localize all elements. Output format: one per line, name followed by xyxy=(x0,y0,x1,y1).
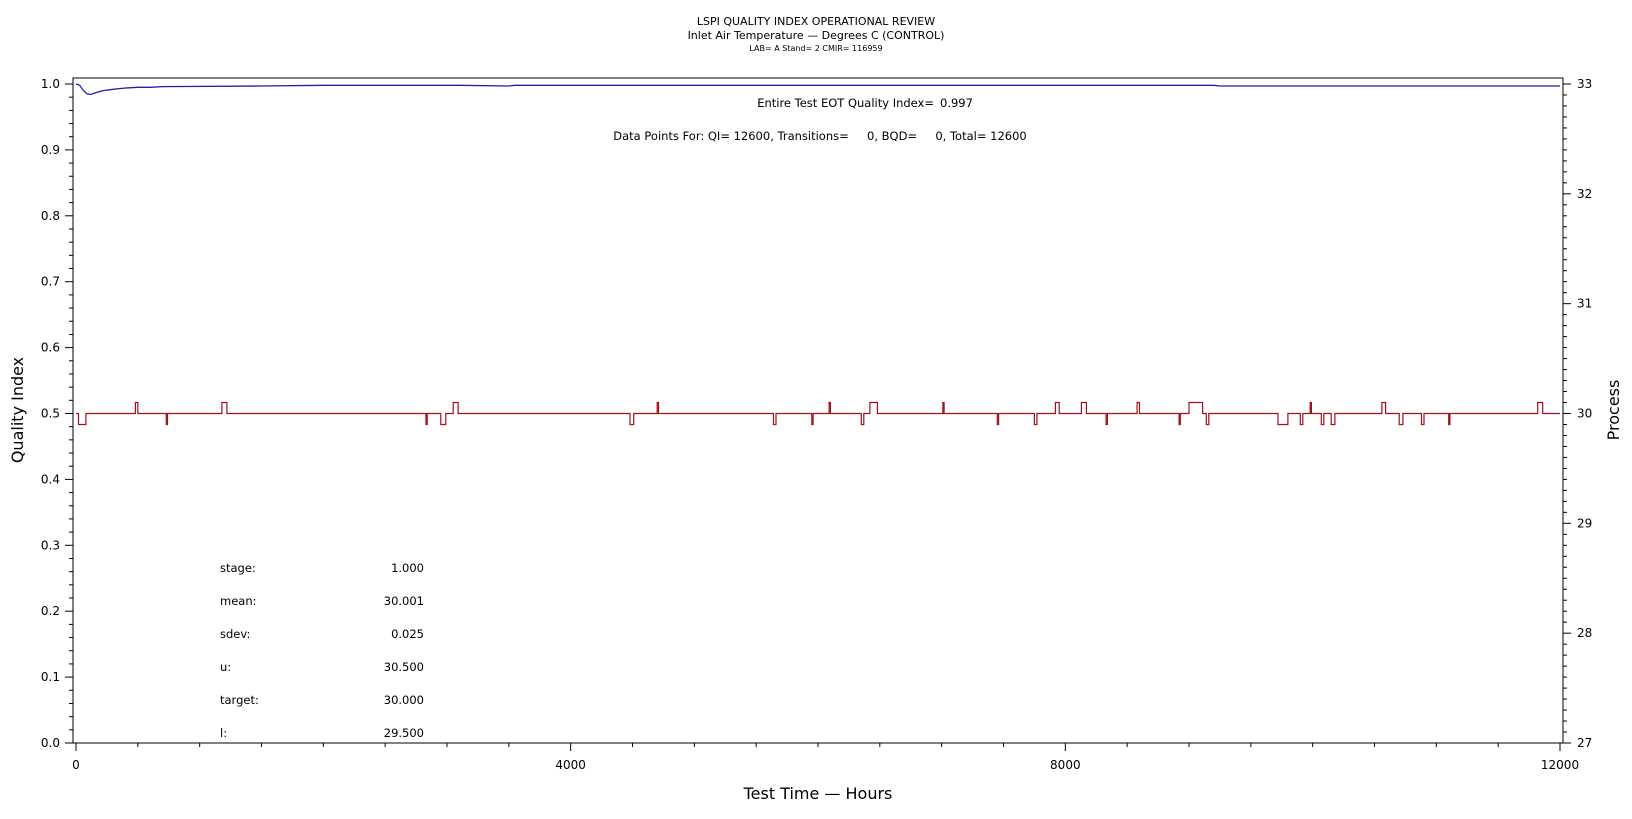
stat-label: stage: xyxy=(220,561,256,575)
stat-label: sdev: xyxy=(220,627,250,641)
y-tick-label: 0.1 xyxy=(41,670,60,684)
y2-tick-label: 30 xyxy=(1577,407,1592,421)
stat-label: mean: xyxy=(220,594,257,608)
y-tick-label: 0.2 xyxy=(41,604,60,618)
process-line xyxy=(76,401,1560,426)
y2-tick-label: 32 xyxy=(1577,187,1592,201)
y2-tick-label: 28 xyxy=(1577,626,1592,640)
stats-block: stage: 1.000 mean: 30.001 sdev: 0.025 u: 30.500… xyxy=(220,561,424,740)
y-tick-label: 0.9 xyxy=(41,143,60,157)
y2-tick-label: 31 xyxy=(1577,297,1592,311)
y-tick-label: 0.7 xyxy=(41,275,60,289)
chart-title: LSPI QUALITY INDEX OPERATIONAL REVIEW xyxy=(697,15,935,28)
x-axis-label: Test Time — Hours xyxy=(743,784,893,803)
stat-value: 29.500 xyxy=(384,726,424,740)
y-tick-label: 0.3 xyxy=(41,538,60,552)
x-tick-label: 4000 xyxy=(555,758,586,772)
y-tick-label: 1.0 xyxy=(41,77,60,91)
quality-index-line xyxy=(75,83,1560,96)
y2-tick-label: 33 xyxy=(1577,77,1592,91)
y-tick-label: 0.4 xyxy=(41,472,60,486)
y-tick-label: 0.6 xyxy=(41,341,60,355)
stat-value: 0.025 xyxy=(391,627,424,641)
eot-label: Entire Test EOT Quality Index= xyxy=(757,96,934,110)
eot-value: 0.997 xyxy=(940,96,973,110)
y2-tick-label: 27 xyxy=(1577,736,1592,750)
stat-label: u: xyxy=(220,660,231,674)
stat-label: target: xyxy=(220,693,259,707)
chart-subtitle: Inlet Air Temperature — Degrees C (CONTR… xyxy=(688,29,945,42)
stat-label: l: xyxy=(220,726,227,740)
x-axis-ticks: 0 4000 8000 12000 xyxy=(72,743,1579,772)
data-points-annotation: Data Points For: QI= 12600, Transitions=… xyxy=(613,129,1026,143)
y-axis-label: Quality Index xyxy=(8,357,27,463)
y-axis-ticks: 0.0 0.1 0.2 0.3 0.4 0.5 0.6 0.7 0.8 0.9 1.0 xyxy=(41,77,73,750)
series-layer xyxy=(75,83,1560,426)
x-tick-label: 8000 xyxy=(1050,758,1081,772)
x-tick-label: 12000 xyxy=(1541,758,1579,772)
stat-value: 30.000 xyxy=(384,693,424,707)
stat-value: 30.001 xyxy=(384,594,424,608)
chart-subtitle-2: LAB= A Stand= 2 CMIR= 116959 xyxy=(749,44,882,53)
y-tick-label: 0.5 xyxy=(41,407,60,421)
y-tick-label: 0.0 xyxy=(41,736,60,750)
y2-axis-label: Process xyxy=(1604,380,1623,441)
stat-value: 1.000 xyxy=(391,561,424,575)
stat-value: 30.500 xyxy=(384,660,424,674)
y-tick-label: 0.8 xyxy=(41,209,60,223)
y2-axis-ticks: 27 28 29 30 31 32 33 xyxy=(1563,77,1592,750)
y2-tick-label: 29 xyxy=(1577,516,1592,530)
x-tick-label: 0 xyxy=(72,758,80,772)
